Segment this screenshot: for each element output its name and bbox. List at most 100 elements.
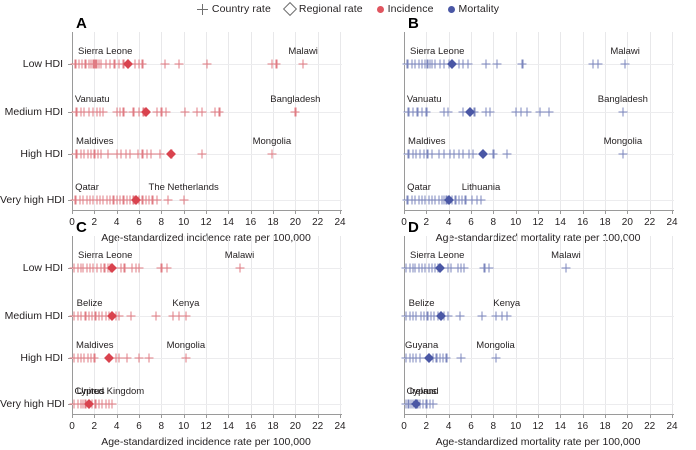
plus-icon	[196, 3, 208, 15]
x-tick-mark-22	[317, 414, 319, 418]
x-tick-label-8: 8	[158, 217, 165, 228]
legend-label-country-rate: Country rate	[211, 3, 271, 15]
gridline-x-4	[448, 236, 450, 414]
y-axis-line	[404, 32, 405, 210]
country-rate-marker	[491, 311, 501, 321]
country-rate-marker	[434, 149, 444, 159]
x-tick-label-20: 20	[621, 421, 633, 432]
y-tick-label-low-hdi: Low HDI	[22, 58, 63, 70]
country-rate-marker	[126, 311, 136, 321]
x-tick-label-6: 6	[136, 217, 142, 228]
point-label-max: Lithuania	[461, 182, 501, 193]
country-rate-marker	[137, 59, 147, 69]
point-label-max: Ireland	[409, 386, 439, 397]
x-tick-mark-0	[404, 210, 405, 214]
x-tick-label-10: 10	[178, 421, 190, 432]
point-label-max: United Kingdom	[76, 386, 145, 397]
y-tick-label-very-high-hdi: Very high HDI	[0, 398, 65, 410]
x-tick-label-8: 8	[158, 421, 165, 432]
x-tick-mark-18	[605, 414, 606, 418]
country-rate-marker	[151, 311, 161, 321]
x-tick-mark-10	[183, 414, 185, 418]
gridline-x-4	[116, 236, 118, 414]
country-rate-marker	[162, 263, 172, 273]
x-tick-mark-2	[426, 210, 428, 214]
x-tick-label-14: 14	[222, 217, 234, 228]
x-tick-mark-24	[672, 210, 673, 214]
country-rate-marker	[179, 195, 189, 205]
gridline-x-10	[515, 32, 517, 210]
country-rate-marker	[459, 263, 469, 273]
gridline-x-18	[605, 236, 606, 414]
gridline-x-20	[295, 236, 297, 414]
x-tick-mark-22	[649, 210, 651, 214]
country-rate-marker	[235, 263, 244, 273]
x-tick-label-20: 20	[289, 421, 301, 432]
gridline-x-18	[273, 236, 274, 414]
gridline-x-8	[161, 236, 163, 414]
x-axis-title: Age-standardized incidence rate per 100,…	[101, 436, 311, 448]
x-tick-label-8: 8	[490, 217, 497, 228]
x-tick-mark-16	[250, 414, 252, 418]
gridline-x-6	[139, 236, 140, 414]
country-rate-marker	[155, 149, 165, 159]
point-label-min: Guyana	[404, 340, 439, 351]
point-label-min: Qatar	[75, 182, 99, 193]
country-rate-marker	[463, 59, 473, 69]
row-gridline	[404, 358, 674, 359]
x-tick-label-18: 18	[599, 421, 611, 432]
gridline-x-18	[605, 32, 606, 210]
country-rate-marker	[468, 149, 478, 159]
x-tick-mark-4	[116, 210, 118, 214]
gridline-x-20	[627, 32, 629, 210]
x-tick-mark-4	[448, 414, 450, 418]
x-tick-label-0: 0	[401, 217, 407, 228]
gridline-x-10	[183, 32, 185, 210]
x-tick-label-16: 16	[245, 421, 257, 432]
x-tick-label-14: 14	[554, 217, 566, 228]
x-tick-mark-10	[515, 210, 517, 214]
x-tick-label-24: 24	[666, 421, 678, 432]
country-rate-marker	[588, 59, 598, 69]
x-tick-mark-18	[605, 210, 606, 214]
row-gridline	[404, 404, 674, 405]
point-label-min: Cyprus	[74, 386, 105, 397]
country-rate-marker	[271, 59, 281, 69]
y-tick-label-very-high-hdi: Very high HDI	[0, 194, 65, 206]
point-label-min: Maldives	[76, 136, 114, 147]
legend: Country rate Regional rate Incidence Mor…	[0, 0, 696, 18]
x-tick-label-18: 18	[267, 421, 279, 432]
x-tick-label-24: 24	[334, 421, 346, 432]
country-rate-marker	[168, 311, 177, 321]
point-label-max: Bangladesh	[270, 94, 321, 105]
panel-letter-c: C	[76, 219, 87, 236]
row-gridline	[72, 112, 342, 113]
x-tick-mark-24	[340, 414, 341, 418]
gridline-x-14	[228, 236, 230, 414]
gridline-x-12	[206, 32, 207, 210]
y-tick-label-high-hdi: High HDI	[20, 352, 63, 364]
y-axis-line	[72, 236, 73, 414]
country-rate-marker	[214, 107, 224, 117]
x-tick-label-16: 16	[577, 421, 589, 432]
x-tick-mark-12	[538, 414, 539, 418]
x-tick-mark-16	[582, 210, 584, 214]
gridline-x-12	[206, 236, 207, 414]
x-tick-label-10: 10	[510, 421, 522, 432]
x-tick-label-22: 22	[644, 217, 656, 228]
x-tick-label-12: 12	[200, 217, 212, 228]
country-rate-marker	[103, 149, 113, 159]
country-rate-marker	[197, 149, 207, 159]
legend-item-incidence: Incidence	[376, 3, 434, 15]
x-tick-label-12: 12	[532, 421, 544, 432]
point-label-min: Cyprus	[406, 386, 437, 397]
x-tick-label-10: 10	[510, 217, 522, 228]
x-tick-label-16: 16	[577, 217, 589, 228]
legend-label-mortality: Mortality	[458, 3, 500, 15]
y-axis-line	[404, 236, 405, 414]
x-tick-mark-12	[206, 414, 207, 418]
country-rate-marker	[415, 353, 425, 363]
x-tick-mark-8	[161, 210, 163, 214]
x-tick-mark-4	[116, 414, 118, 418]
